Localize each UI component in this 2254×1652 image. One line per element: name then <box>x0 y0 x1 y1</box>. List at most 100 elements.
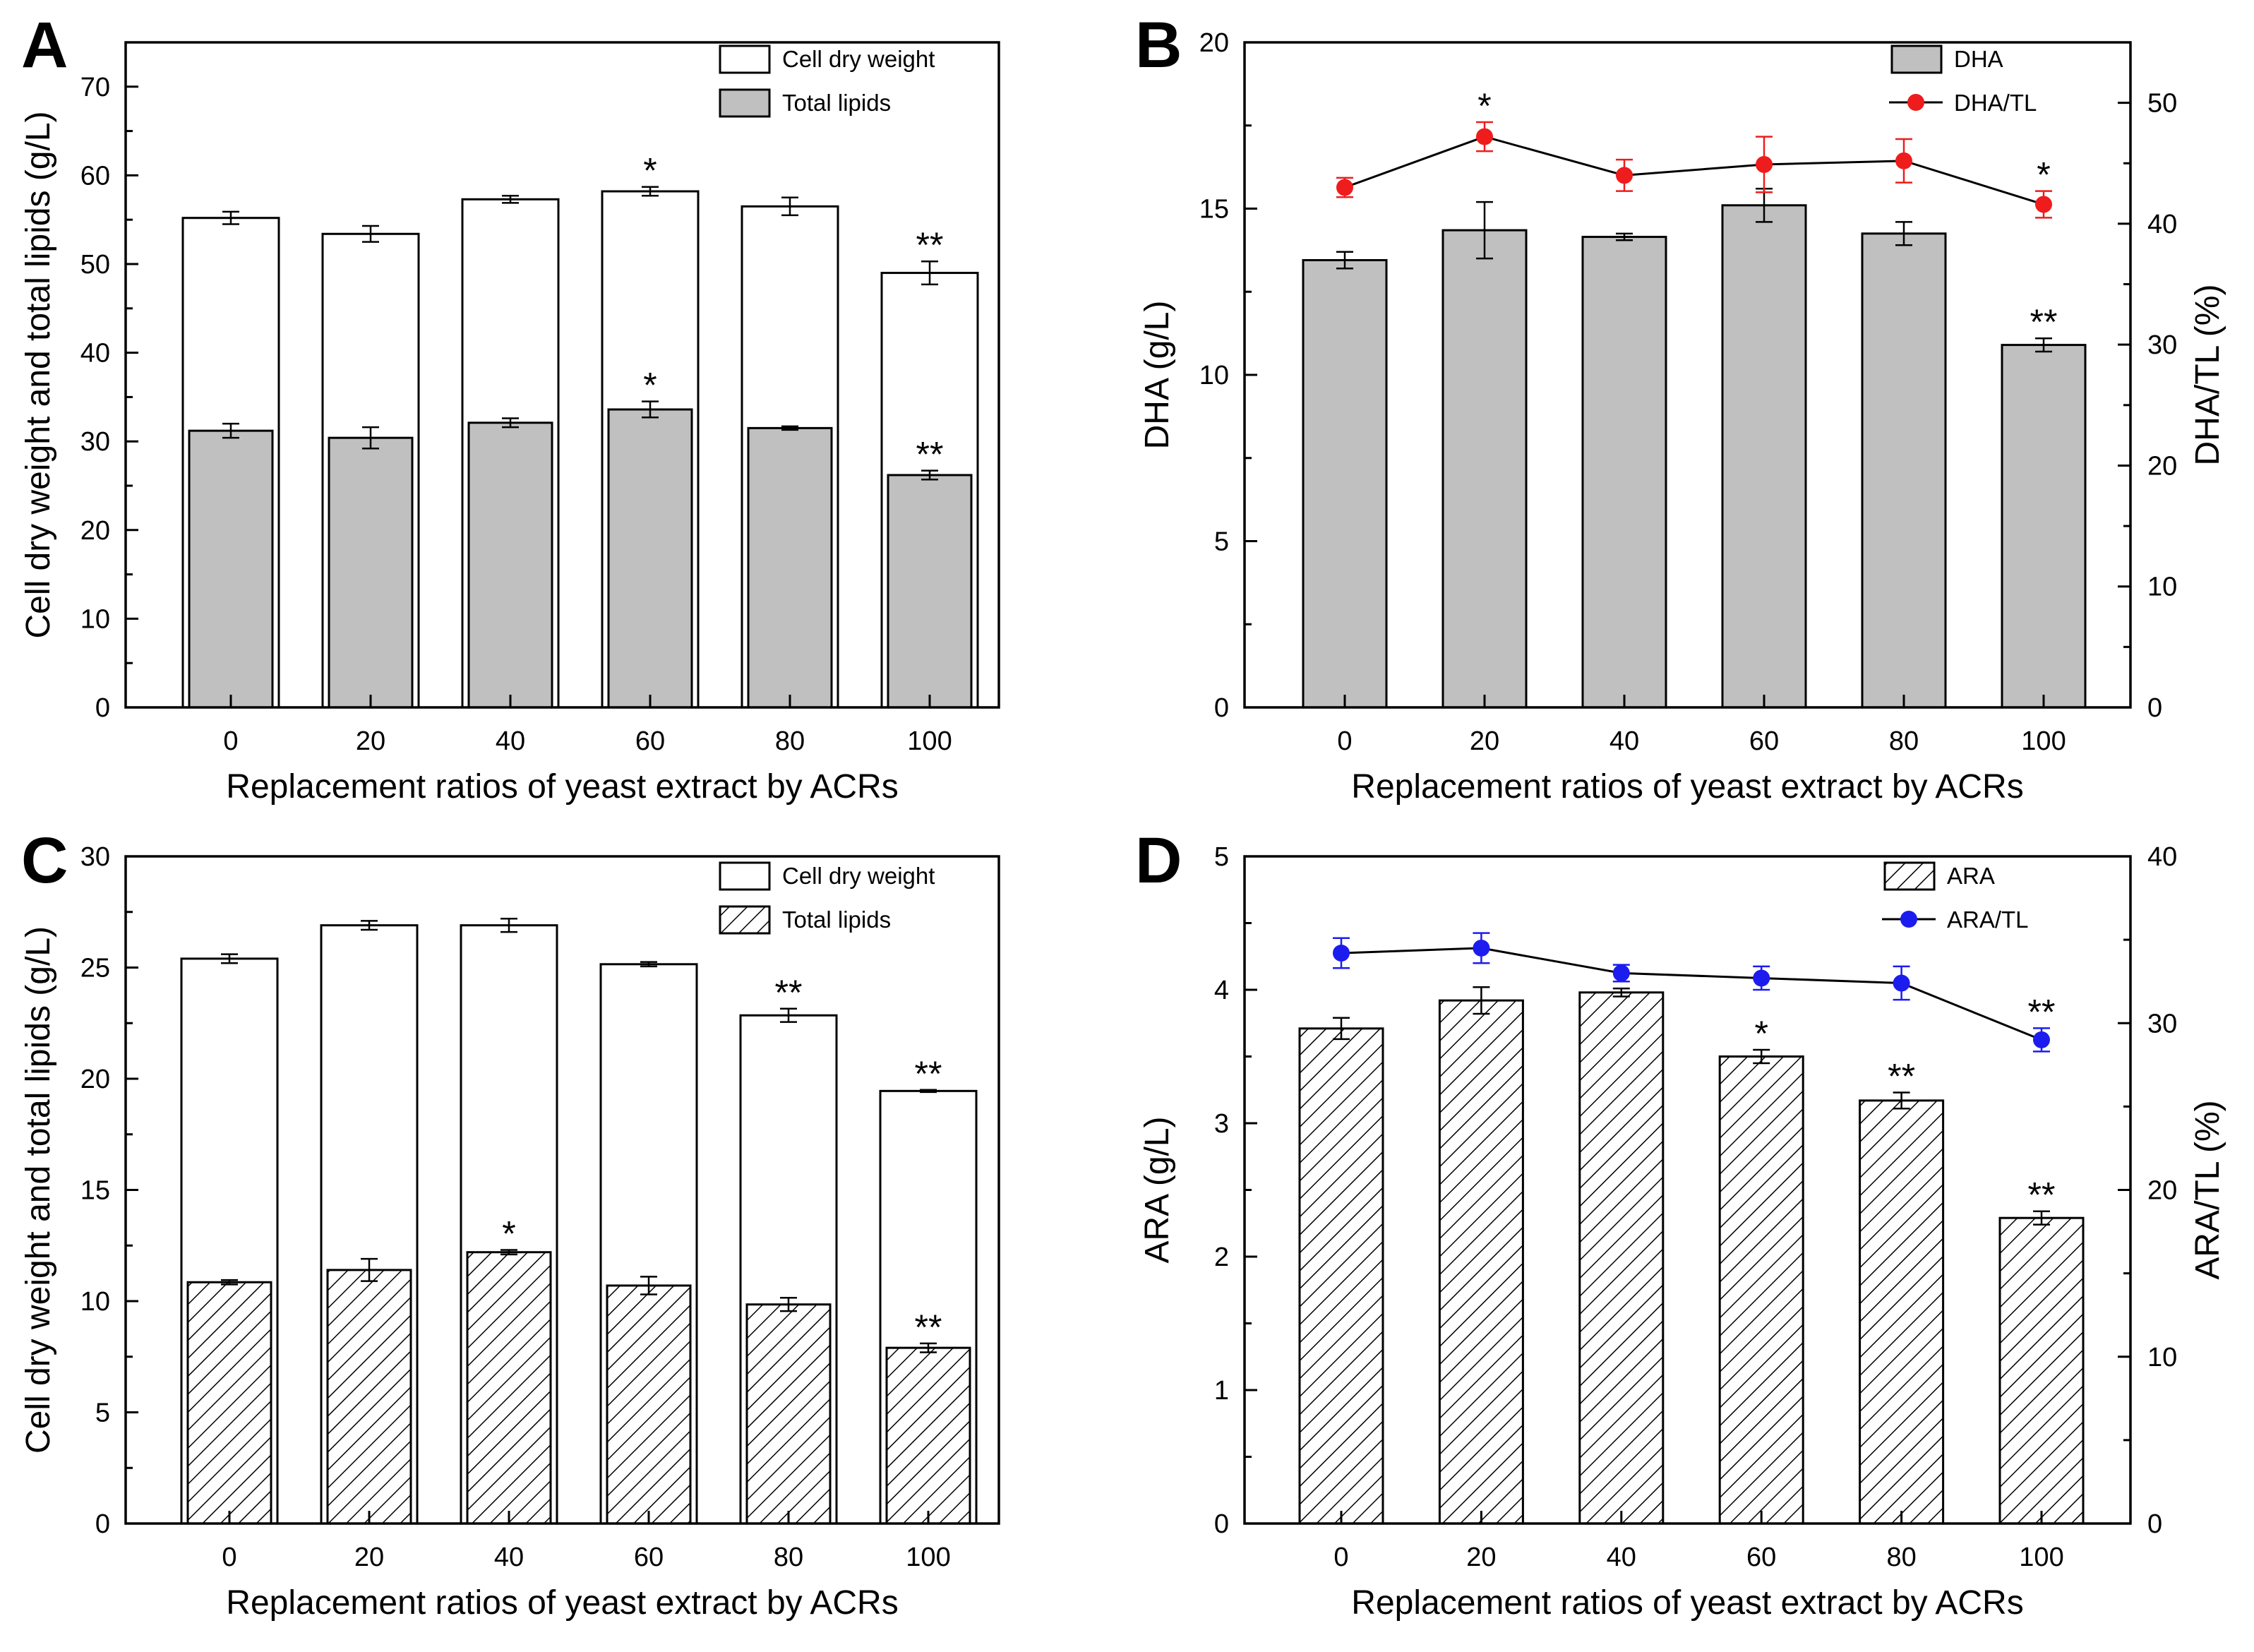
bar-ara-100 <box>1998 1216 2085 1525</box>
legend-marker <box>1900 911 1917 928</box>
legend-label: Total lipids <box>782 90 891 116</box>
data-point-ara-tl-20 <box>1473 939 1490 957</box>
y-tick-label: 0 <box>1214 1509 1229 1539</box>
data-point-dha-tl-80 <box>1895 152 1912 169</box>
y-axis-title: DHA (g/L) <box>1139 301 1176 450</box>
panel-b: B*****0510152001020304050020406080100Rep… <box>1135 9 2226 806</box>
x-axis-title: Replacement ratios of yeast extract by A… <box>1351 1584 2023 1622</box>
legend-swatch <box>719 88 771 118</box>
significance-mark: * <box>1477 86 1491 126</box>
data-point-dha-tl-0 <box>1336 179 1353 196</box>
bar-total-lipids-0 <box>188 429 274 709</box>
y-tick-label: 30 <box>80 842 110 872</box>
y-tick-label: 0 <box>95 693 110 723</box>
x-tick-label: 100 <box>907 726 952 756</box>
y-tick-label: 4 <box>1214 976 1229 1005</box>
y-tick-label: 10 <box>80 604 110 634</box>
significance-mark: * <box>1754 1014 1768 1053</box>
x-axis-title: Replacement ratios of yeast extract by A… <box>226 1584 898 1622</box>
significance-mark: * <box>2037 155 2050 195</box>
significance-mark: ** <box>2030 302 2058 342</box>
y-tick-label: 40 <box>80 339 110 369</box>
bar-total-lipids-40 <box>466 1251 552 1525</box>
panel-letter: A <box>21 9 68 81</box>
bar-dha-20 <box>1441 229 1528 709</box>
y-tick-label: 10 <box>1199 361 1229 390</box>
significance-mark: * <box>643 366 657 405</box>
y-tick-label: 25 <box>80 954 110 983</box>
bar-total-lipids-100 <box>885 1346 971 1525</box>
legend-swatch <box>719 861 771 891</box>
y-right-tick-label: 20 <box>2147 1176 2177 1206</box>
y-tick-label: 10 <box>80 1287 110 1317</box>
y-tick-label: 20 <box>1199 28 1229 58</box>
legend: Cell dry weight Total lipids <box>719 44 935 118</box>
x-tick-label: 60 <box>1746 1543 1776 1572</box>
legend-swatch <box>1883 861 1936 891</box>
legend-label: ARA/TL <box>1947 906 2029 933</box>
x-axis-title: Replacement ratios of yeast extract by A… <box>1351 768 2023 806</box>
y-tick-label: 1 <box>1214 1376 1229 1406</box>
significance-mark: * <box>502 1214 515 1254</box>
y-tick-label: 5 <box>1214 527 1229 557</box>
x-tick-label: 100 <box>2021 726 2066 756</box>
data-point-ara-tl-100 <box>2033 1031 2050 1048</box>
bar-total-lipids-0 <box>186 1281 272 1525</box>
significance-mark: * <box>643 151 657 191</box>
y-right-tick-label: 50 <box>2147 89 2177 119</box>
legend-swatch <box>719 905 771 935</box>
y-tick-label: 2 <box>1214 1243 1229 1272</box>
y-tick-label: 15 <box>1199 195 1229 225</box>
legend-label: Total lipids <box>782 906 891 933</box>
bar-dha-100 <box>2001 344 2087 709</box>
bar-total-lipids-80 <box>745 1303 832 1525</box>
legend-label: ARA <box>1947 863 1995 889</box>
panel-letter: C <box>21 825 68 897</box>
bar-dha-40 <box>1581 236 1667 709</box>
bar-dha-60 <box>1721 204 1807 709</box>
x-tick-label: 100 <box>906 1543 950 1572</box>
series-line-ara-tl <box>1341 947 2042 1041</box>
x-tick-label: 0 <box>1337 726 1352 756</box>
y-tick-label: 50 <box>80 250 110 280</box>
x-tick-label: 80 <box>774 1543 803 1572</box>
y-axis-title: Cell dry weight and total lipids (g/L) <box>20 111 57 638</box>
x-tick-label: 20 <box>1470 726 1499 756</box>
bar-ara-80 <box>1859 1099 1945 1525</box>
x-tick-label: 20 <box>354 1543 384 1572</box>
x-tick-label: 40 <box>1609 726 1639 756</box>
x-tick-label: 0 <box>1333 1543 1348 1572</box>
y-right-tick-label: 10 <box>2147 573 2177 602</box>
legend-swatch <box>1890 44 1943 74</box>
y-right-tick-label: 30 <box>2147 330 2177 360</box>
x-tick-label: 60 <box>1749 726 1779 756</box>
data-point-ara-tl-80 <box>1893 974 1910 992</box>
y-tick-label: 70 <box>80 73 110 102</box>
y-tick-label: 20 <box>80 516 110 546</box>
data-point-ara-tl-40 <box>1612 964 1630 982</box>
data-point-dha-tl-40 <box>1616 167 1633 184</box>
significance-mark: ** <box>2028 1175 2056 1215</box>
x-tick-label: 40 <box>1607 1543 1636 1572</box>
x-tick-label: 100 <box>2019 1543 2063 1572</box>
data-point-ara-tl-60 <box>1753 969 1770 987</box>
y-right-tick-label: 20 <box>2147 451 2177 481</box>
y-axis-title: ARA (g/L) <box>1139 1116 1176 1263</box>
bar-ara-20 <box>1438 999 1524 1525</box>
significance-mark: ** <box>915 1307 942 1347</box>
x-tick-label: 0 <box>223 726 238 756</box>
y-right-tick-label: 40 <box>2147 842 2177 872</box>
data-point-dha-tl-60 <box>1756 155 1773 173</box>
x-tick-label: 60 <box>634 1543 664 1572</box>
y-right-tick-label: 0 <box>2147 693 2162 723</box>
y-tick-label: 20 <box>80 1065 110 1094</box>
x-axis-title: Replacement ratios of yeast extract by A… <box>226 768 898 806</box>
legend-swatch <box>719 44 771 74</box>
series-line-dha-tl <box>1344 136 2044 205</box>
data-point-ara-tl-0 <box>1333 945 1350 962</box>
y-tick-label: 60 <box>80 161 110 191</box>
